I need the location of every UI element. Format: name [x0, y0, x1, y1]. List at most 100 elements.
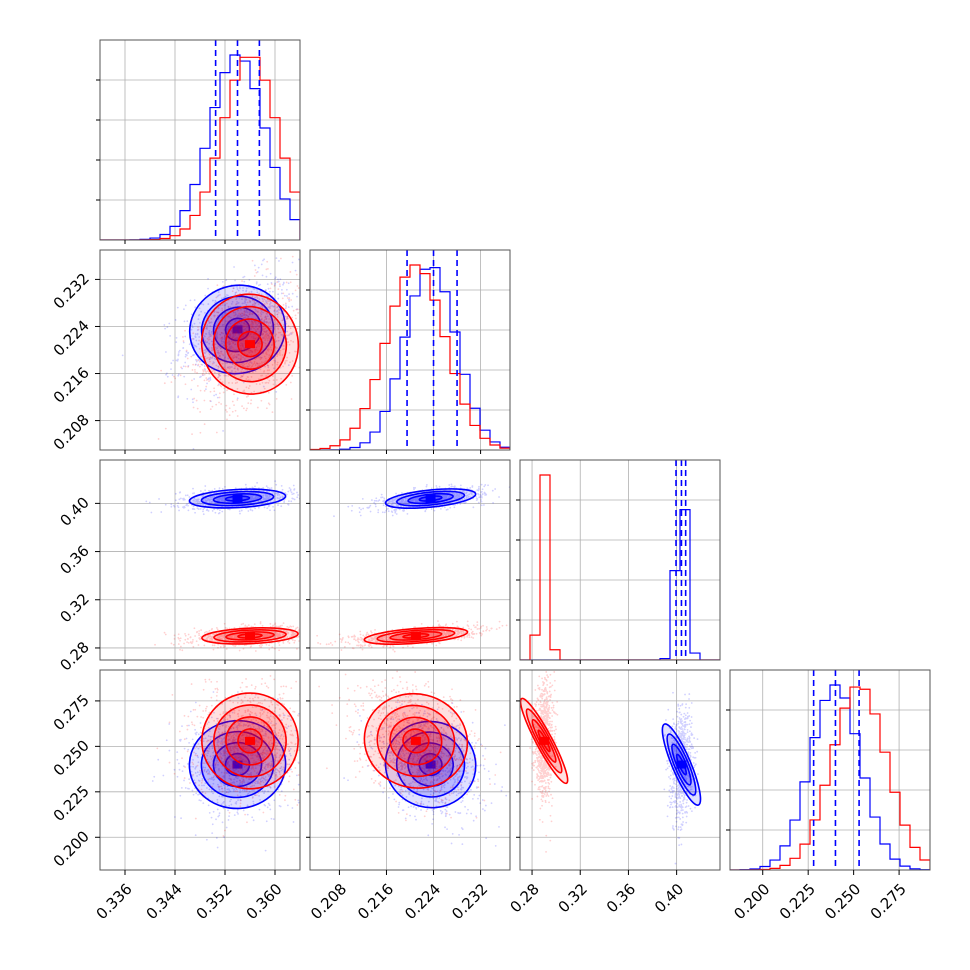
axis-ticks: 0.336 0.344 0.352 0.360 0.208 0.216 0.224 0.232…	[50, 79, 910, 923]
contour-line	[384, 720, 477, 809]
contour-line	[200, 293, 300, 395]
contour-line	[402, 728, 430, 754]
contour-line	[200, 730, 275, 799]
contour-line	[237, 728, 263, 754]
x-tick-label: 0.352	[193, 880, 236, 923]
y-tick-label: 0.216	[50, 364, 93, 407]
x-tick-label: 0.216	[354, 880, 397, 923]
panel-frame	[99, 459, 301, 661]
x-tick-label: 0.32	[555, 880, 591, 916]
panel-3-3	[730, 670, 930, 870]
contour-line	[384, 488, 477, 510]
density-peak	[245, 736, 255, 745]
contour-line	[213, 629, 287, 643]
panel-frame	[309, 459, 511, 661]
contour-line	[225, 318, 275, 370]
density-peak	[425, 760, 436, 769]
contour-line	[224, 317, 251, 342]
panel-3-2	[520, 670, 720, 870]
scatter-points-red	[318, 670, 510, 822]
contour-line	[666, 733, 697, 796]
panel-frame	[519, 669, 721, 871]
density-peak	[539, 736, 550, 745]
contour-line	[237, 330, 263, 358]
y-tick-label: 0.208	[50, 411, 93, 454]
histogram-blue	[310, 267, 510, 450]
y-tick-label: 0.36	[56, 542, 92, 578]
y-tick-label: 0.32	[56, 590, 92, 626]
y-tick-label: 0.232	[50, 270, 93, 313]
panel-1-0	[100, 250, 300, 450]
y-tick-label: 0.40	[56, 493, 92, 529]
x-tick-label: 0.275	[867, 880, 910, 923]
contour-line	[376, 628, 456, 643]
contour-line	[363, 692, 469, 789]
contour-line	[200, 295, 275, 364]
panel-3-1	[310, 670, 510, 870]
histogram-red	[730, 686, 930, 870]
panel-2-1	[310, 460, 510, 660]
density-peak	[410, 631, 421, 640]
y-tick-label: 0.28	[56, 638, 92, 674]
y-tick-label: 0.275	[50, 691, 93, 734]
x-tick-label: 0.336	[93, 880, 136, 923]
panel-frame	[309, 249, 511, 451]
contour-line	[525, 708, 563, 774]
histogram-red	[310, 264, 510, 450]
density-peak	[232, 325, 243, 334]
density-peak	[232, 494, 243, 503]
contour-line	[407, 492, 454, 505]
density-peak	[676, 760, 687, 769]
y-tick-label: 0.225	[50, 782, 93, 825]
histogram-blue	[730, 684, 930, 870]
panel-0-0	[100, 40, 300, 240]
contour-line	[188, 719, 287, 810]
x-tick-label: 0.224	[401, 880, 444, 923]
x-tick-label: 0.232	[448, 880, 491, 923]
density-peak	[245, 340, 255, 349]
y-tick-label: 0.200	[50, 827, 93, 870]
x-tick-label: 0.40	[651, 880, 687, 916]
x-tick-label: 0.200	[730, 880, 773, 923]
contour-line	[188, 284, 287, 375]
contour-line	[188, 488, 287, 509]
panel-2-2	[520, 460, 720, 660]
panel-frame	[99, 39, 301, 241]
contour-line	[212, 493, 263, 505]
contour-line	[389, 716, 443, 766]
y-tick-label: 0.224	[50, 317, 93, 360]
panel-frame	[99, 249, 301, 451]
density-peak	[410, 736, 421, 745]
panel-frame	[729, 669, 931, 871]
contour-line	[201, 692, 299, 790]
x-tick-label: 0.36	[603, 880, 639, 916]
x-tick-label: 0.344	[143, 880, 186, 923]
x-tick-label: 0.360	[243, 880, 286, 923]
panel-3-0	[100, 670, 300, 870]
contour-line	[213, 704, 287, 778]
contour-line	[363, 626, 469, 645]
density-peak	[425, 494, 436, 503]
x-tick-label: 0.225	[776, 880, 819, 923]
panel-frame	[99, 669, 301, 871]
contour-line	[395, 490, 466, 507]
contour-line	[407, 742, 454, 787]
contour-line	[212, 305, 288, 383]
x-tick-label: 0.28	[506, 880, 542, 916]
contour-line	[201, 627, 299, 645]
x-tick-label: 0.250	[821, 880, 864, 923]
contour-line	[661, 723, 702, 806]
y-tick-label: 0.250	[50, 736, 93, 779]
panel-1-1	[310, 250, 510, 450]
contour-line	[376, 704, 456, 778]
contour-line	[200, 490, 275, 507]
x-tick-label: 0.208	[307, 880, 350, 923]
contour-line	[225, 716, 275, 766]
panel-frame	[519, 459, 721, 661]
contour-line	[520, 697, 569, 785]
density-peak	[245, 631, 255, 640]
panel-frame	[309, 669, 511, 871]
density-peak	[232, 760, 243, 769]
panel-2-0	[100, 460, 300, 660]
